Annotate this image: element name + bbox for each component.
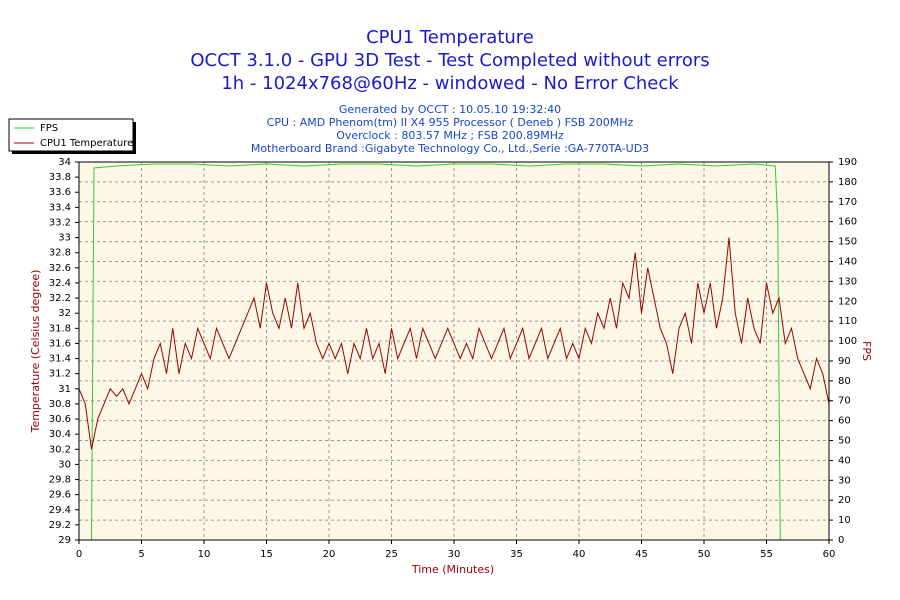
y-tick-label: 31.2 [49, 369, 71, 380]
y2-tick-label: 130 [838, 276, 857, 287]
subtitle: Overclock : 803.57 MHz ; FSB 200.89MHz [336, 129, 564, 142]
y2-tick-label: 70 [838, 396, 851, 407]
y-tick-label: 30.6 [49, 414, 71, 425]
subtitle: Generated by OCCT : 10.05.10 19:32:40 [339, 103, 561, 116]
y2-tick-label: 110 [838, 316, 857, 327]
y-tick-label: 33.6 [49, 187, 71, 198]
legend-label: CPU1 Temperature [40, 138, 133, 149]
legend-label: FPS [40, 123, 58, 134]
x-tick-label: 45 [635, 549, 648, 560]
y-tick-label: 31.4 [49, 354, 71, 365]
chart-title: 1h - 1024x768@60Hz - windowed - No Error… [221, 73, 679, 94]
y2-tick-label: 120 [838, 296, 857, 307]
y-tick-label: 30.4 [49, 429, 71, 440]
y-tick-label: 31 [58, 384, 71, 395]
x-tick-label: 5 [138, 549, 144, 560]
chart-title: OCCT 3.1.0 - GPU 3D Test - Test Complete… [190, 50, 709, 71]
y-tick-label: 33.4 [49, 202, 71, 213]
y-tick-label: 30.8 [49, 399, 71, 410]
series-line [79, 163, 829, 541]
y2-tick-label: 150 [838, 237, 857, 248]
y-tick-label: 29 [58, 535, 71, 546]
y2-tick-label: 100 [838, 336, 857, 347]
y-tick-label: 32.4 [49, 278, 71, 289]
y2-tick-label: 40 [838, 455, 851, 466]
x-tick-label: 25 [385, 549, 398, 560]
y-tick-label: 30 [58, 459, 71, 470]
y-axis-label: Temperature (Celsius degree) [29, 270, 42, 434]
x-tick-label: 15 [260, 549, 273, 560]
y2-tick-label: 180 [838, 177, 857, 188]
plot-frame [78, 161, 830, 541]
x-tick-label: 50 [698, 549, 711, 560]
y-tick-label: 33.8 [49, 172, 71, 183]
y-tick-label: 32.2 [49, 293, 71, 304]
y-tick-label: 32.8 [49, 248, 71, 259]
subtitle: Motherboard Brand :Gigabyte Technology C… [251, 142, 649, 155]
x-tick-label: 30 [448, 549, 461, 560]
y-tick-label: 31.8 [49, 323, 71, 334]
legend-box [8, 118, 134, 152]
y2-tick-label: 160 [838, 217, 857, 228]
y2-tick-label: 190 [838, 157, 857, 168]
y-tick-label: 34 [58, 157, 71, 168]
y2-tick-label: 170 [838, 197, 857, 208]
y-tick-label: 29.6 [49, 490, 71, 501]
y-tick-label: 29.2 [49, 520, 71, 531]
x-tick-label: 20 [323, 549, 336, 560]
y2-axis-label: FPS [860, 341, 873, 361]
x-axis-label: Time (Minutes) [411, 563, 494, 576]
y-tick-label: 32.6 [49, 263, 71, 274]
x-tick-label: 0 [76, 549, 82, 560]
x-tick-label: 55 [760, 549, 773, 560]
y2-tick-label: 0 [838, 535, 844, 546]
y-tick-label: 33.2 [49, 217, 71, 228]
subtitle: CPU : AMD Phenom(tm) II X4 955 Processor… [267, 116, 634, 129]
y-tick-label: 32 [58, 308, 71, 319]
y2-tick-label: 140 [838, 256, 857, 267]
y2-tick-label: 30 [838, 475, 851, 486]
y2-tick-label: 10 [838, 515, 851, 526]
y2-tick-label: 20 [838, 495, 851, 506]
chart-title: CPU1 Temperature [366, 27, 534, 48]
x-tick-label: 60 [823, 549, 836, 560]
y-tick-label: 29.4 [49, 505, 71, 516]
x-tick-label: 10 [198, 549, 211, 560]
y-tick-label: 31.6 [49, 338, 71, 349]
y-tick-label: 30.2 [49, 444, 71, 455]
x-tick-label: 35 [510, 549, 523, 560]
y-tick-label: 33 [58, 233, 71, 244]
y2-tick-label: 80 [838, 376, 851, 387]
y2-tick-label: 90 [838, 356, 851, 367]
y2-tick-label: 60 [838, 416, 851, 427]
x-tick-label: 40 [573, 549, 586, 560]
y-tick-label: 29.8 [49, 475, 71, 486]
y2-tick-label: 50 [838, 436, 851, 447]
series-line [78, 237, 830, 450]
